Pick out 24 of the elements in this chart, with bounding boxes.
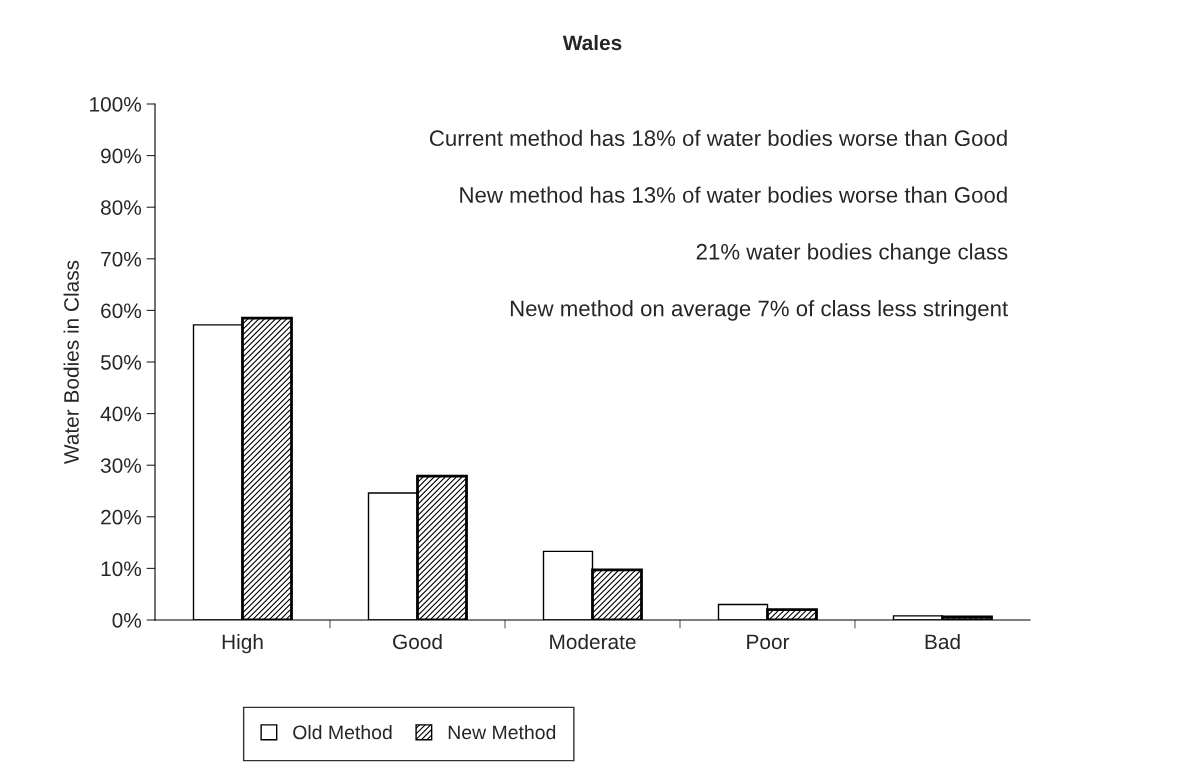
x-tick-label: Poor xyxy=(747,634,790,650)
legend-label: Old Method xyxy=(293,724,392,740)
x-tick-label: Moderate xyxy=(550,633,636,650)
annotation: 21% water bodies change class xyxy=(696,243,1008,264)
x-tick-label: Good xyxy=(393,633,442,650)
y-tick-label: 60% xyxy=(101,303,142,319)
y-tick-label: 0% xyxy=(112,613,142,628)
y-tick-label: 100% xyxy=(90,97,142,112)
y-tick-label: 70% xyxy=(101,251,142,267)
y-axis-title: Water Bodies in Class xyxy=(63,260,79,464)
x-tick-label: Bad xyxy=(925,633,960,650)
y-tick-label: 90% xyxy=(101,148,142,164)
y-tick-label: 20% xyxy=(101,509,142,525)
y-tick-label: 30% xyxy=(100,458,142,473)
annotation: New method on average 7% of class less stringent xyxy=(510,300,1008,321)
y-tick-label: 40% xyxy=(100,406,142,422)
x-tick-label: High xyxy=(222,633,263,654)
y-tick-label: 50% xyxy=(100,355,142,370)
y-tick-label: 80% xyxy=(101,200,142,215)
legend-label: New Method xyxy=(448,724,556,740)
chart-title: Wales xyxy=(562,34,622,51)
annotation: Current method has 18% of water bodies worse than Good xyxy=(429,129,1007,147)
annotation: New method has 13% of water bodies worse than Good xyxy=(460,186,1007,203)
y-tick-label: 10% xyxy=(101,561,142,577)
